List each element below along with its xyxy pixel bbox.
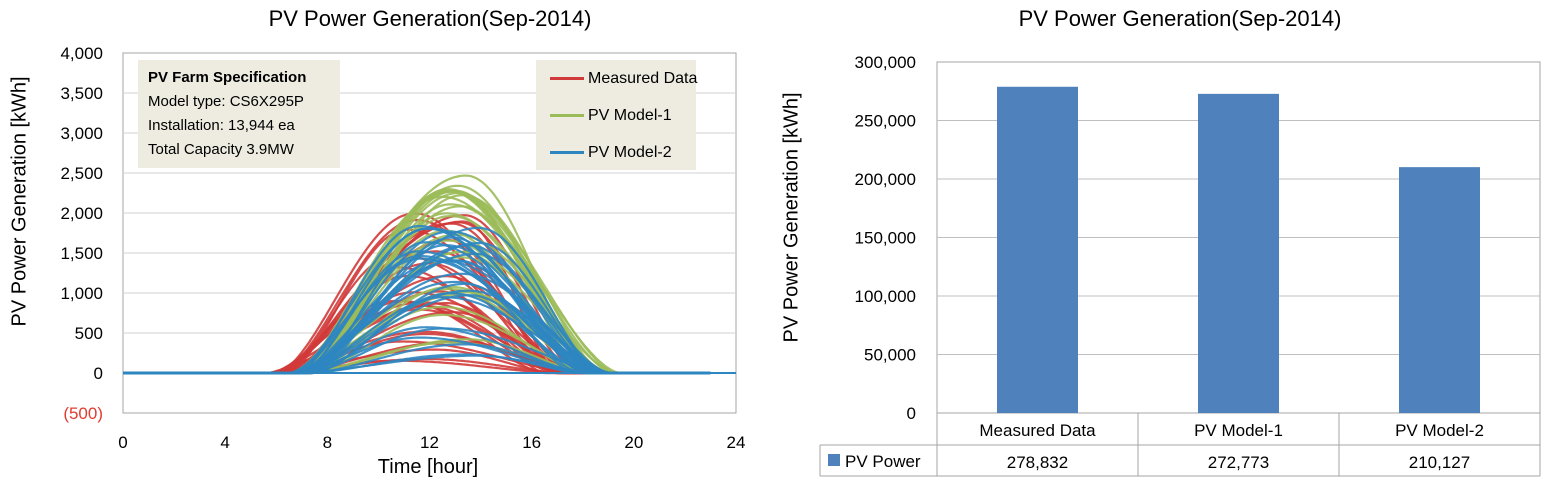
- spec-title: PV Farm Specification: [148, 69, 307, 86]
- bar-chart-y-tick-label: 0: [907, 404, 916, 423]
- line-chart-x-tick-label: 16: [522, 433, 541, 452]
- legend-label-model2: PV Model-2: [588, 144, 672, 161]
- line-chart-y-tick-label: (500): [63, 404, 103, 423]
- line-chart-svg: (500) 0 500 1,000 1,500 2,000 2,500 3,000 3,500 4…: [60, 44, 746, 452]
- line-chart-y-tick-label: 4,000: [60, 44, 103, 63]
- data-table-value: 278,832: [1007, 453, 1068, 472]
- line-chart-x-tick-label: 20: [624, 433, 643, 452]
- bar-chart-panel: PV Power Generation(Sep-2014) PV Power G…: [770, 0, 1547, 486]
- line-chart-x-tick-label: 12: [420, 433, 439, 452]
- bar-chart-y-tick-label: 50,000: [864, 346, 916, 365]
- line-chart-x-axis-label: Time [hour]: [377, 456, 479, 478]
- legend-label-measured: Measured Data: [588, 70, 698, 87]
- line-chart-y-tick-label: 2,500: [60, 164, 103, 183]
- line-chart-y-tick-label: 2,000: [60, 204, 103, 223]
- spec-annotation-box: PV Farm Specification Model type: CS6X29…: [138, 60, 340, 168]
- line-chart-y-tick-label: 3,500: [60, 84, 103, 103]
- spec-installation: Installation: 13,944 ea: [148, 117, 295, 134]
- bar-chart-category-label: PV Model-2: [1395, 421, 1484, 440]
- spec-capacity: Total Capacity 3.9MW: [148, 141, 294, 158]
- data-table-value: 210,127: [1409, 453, 1470, 472]
- bar-chart-category-label: Measured Data: [979, 421, 1096, 440]
- bar-2: [1198, 93, 1279, 413]
- line-chart-x-tick-label: 8: [323, 433, 332, 452]
- line-chart-legend: Measured Data PV Model-1 PV Model-2: [536, 60, 697, 170]
- line-chart-y-tick-label: 1,500: [60, 244, 103, 263]
- bar-chart-category-label: PV Model-1: [1194, 421, 1283, 440]
- legend-swatch-model2: [550, 151, 584, 155]
- bar-chart-svg: 0 50,000 100,000 150,000 200,000 250,000 300,0…: [819, 53, 1541, 477]
- line-chart-title: PV Power Generation(Sep-2014): [268, 6, 592, 31]
- legend-swatch-measured: [550, 77, 584, 81]
- bar-chart-title: PV Power Generation(Sep-2014): [1018, 6, 1342, 31]
- legend-swatch-model1: [550, 114, 584, 118]
- line-chart-x-tick-label: 0: [118, 433, 127, 452]
- line-chart-y-tick-label: 1,000: [60, 284, 103, 303]
- legend-item-measured: Measured Data: [550, 70, 697, 90]
- line-chart-x-tick-label: 4: [220, 433, 229, 452]
- bar-3: [1399, 167, 1480, 413]
- line-chart-panel: PV Power Generation(Sep-2014) PV Power G…: [0, 0, 770, 486]
- spec-model-type: Model type: CS6X295P: [148, 93, 304, 110]
- legend-item-model2: PV Model-2: [550, 144, 672, 164]
- data-table-series-name: PV Power: [845, 452, 921, 471]
- data-table-legend-swatch: [828, 454, 840, 466]
- legend-label-model1: PV Model-1: [588, 107, 672, 124]
- bar-chart-y-tick-label: 250,000: [855, 112, 916, 131]
- line-chart-y-tick-label: 3,000: [60, 124, 103, 143]
- bar-chart-y-tick-label: 150,000: [855, 229, 916, 248]
- line-chart-y-tick-label: 500: [75, 324, 103, 343]
- bar-chart-y-tick-label: 200,000: [855, 170, 916, 189]
- legend-item-model1: PV Model-1: [550, 107, 672, 127]
- data-table-value: 272,773: [1208, 453, 1269, 472]
- line-chart-x-tick-label: 24: [727, 433, 746, 452]
- line-chart-y-tick-label: 0: [94, 364, 103, 383]
- bar-1: [997, 86, 1078, 413]
- bar-chart-y-tick-label: 300,000: [855, 53, 916, 72]
- bar-chart-y-tick-label: 100,000: [855, 287, 916, 306]
